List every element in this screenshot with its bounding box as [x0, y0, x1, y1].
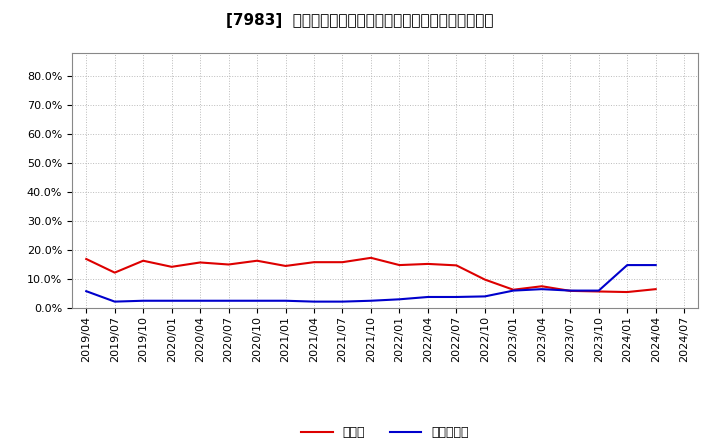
現頃金: [537, 284, 546, 289]
有利子負債: [652, 262, 660, 268]
現頃金: [110, 270, 119, 275]
現頃金: [82, 257, 91, 262]
現頃金: [595, 289, 603, 294]
現頃金: [253, 258, 261, 264]
現頃金: [225, 262, 233, 267]
有利子負債: [537, 286, 546, 292]
現頃金: [652, 286, 660, 292]
有利子負債: [623, 262, 631, 268]
Line: 有利子負債: 有利子負債: [86, 265, 656, 302]
有利子負債: [139, 298, 148, 304]
Legend: 現頃金, 有利子負債: 現頃金, 有利子負債: [297, 422, 474, 440]
有利子負債: [253, 298, 261, 304]
現頃金: [395, 262, 404, 268]
現頃金: [423, 261, 432, 267]
有利子負債: [310, 299, 318, 304]
有利子負債: [566, 288, 575, 293]
現頃金: [167, 264, 176, 269]
Line: 現頃金: 現頃金: [86, 258, 656, 292]
現頃金: [623, 290, 631, 295]
有利子負債: [196, 298, 204, 304]
現頃金: [566, 288, 575, 293]
有利子負債: [480, 294, 489, 299]
現頃金: [338, 260, 347, 265]
有利子負債: [395, 297, 404, 302]
有利子負債: [366, 298, 375, 304]
現頃金: [196, 260, 204, 265]
有利子負債: [423, 294, 432, 300]
有利子負債: [110, 299, 119, 304]
有利子負債: [225, 298, 233, 304]
現頃金: [480, 277, 489, 282]
有利子負債: [82, 289, 91, 294]
現頃金: [452, 263, 461, 268]
有利子負債: [282, 298, 290, 304]
有利子負債: [595, 288, 603, 293]
現頃金: [139, 258, 148, 264]
現頃金: [282, 263, 290, 268]
有利子負債: [509, 288, 518, 293]
現頃金: [310, 260, 318, 265]
Text: [7983]  現頃金、有利子負債の総資産に対する比率の推移: [7983] 現頃金、有利子負債の総資産に対する比率の推移: [226, 13, 494, 28]
有利子負債: [167, 298, 176, 304]
現頃金: [509, 287, 518, 292]
現頃金: [366, 255, 375, 260]
有利子負債: [338, 299, 347, 304]
有利子負債: [452, 294, 461, 300]
